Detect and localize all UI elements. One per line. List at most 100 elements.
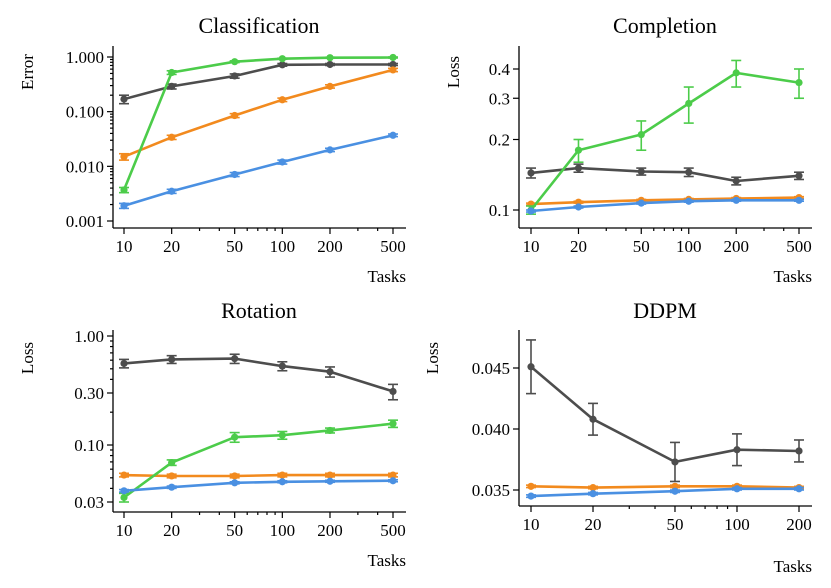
series-line — [123, 479, 394, 493]
data-point — [168, 458, 176, 467]
axis-ticks: 10 20 50 100 200 500 0.03 0.10 0.30 1.00 — [74, 327, 406, 540]
series-line — [123, 357, 394, 393]
data-point — [231, 472, 239, 480]
series-blue — [119, 477, 398, 495]
y-tick-label: 0.1 — [489, 201, 510, 220]
series-line — [123, 134, 394, 208]
y-tick-label: 0.4 — [489, 60, 511, 79]
y-tick-label: 0.10 — [74, 436, 104, 455]
y-tick-label: 1.00 — [74, 327, 104, 346]
data-point — [326, 82, 334, 90]
x-tick-label: 50 — [633, 237, 650, 256]
plot-area — [526, 59, 804, 215]
data-point — [120, 471, 128, 479]
series-line — [530, 166, 800, 183]
series-gray — [119, 353, 398, 401]
data-point — [389, 66, 397, 74]
data-point — [389, 387, 397, 396]
y-tick-label: 0.035 — [472, 481, 510, 500]
data-point — [671, 458, 679, 466]
y-tick-label: 0.100 — [66, 103, 104, 122]
data-point — [732, 69, 740, 77]
data-point — [527, 363, 535, 371]
x-tick-label: 20 — [163, 521, 180, 540]
plot-area — [119, 353, 398, 503]
axis-ticks: 10 20 50 100 200 500 0.1 0.2 0.3 0.4 — [489, 60, 812, 256]
plot-area — [526, 339, 804, 500]
data-point — [389, 131, 397, 139]
x-tick-label: 200 — [723, 237, 749, 256]
data-point — [795, 172, 803, 180]
data-point — [389, 477, 397, 485]
x-tick-label: 10 — [116, 237, 133, 256]
data-point — [527, 207, 535, 215]
x-axis-label: Tasks — [774, 557, 812, 576]
y-axis-label: Loss — [18, 342, 37, 374]
data-point — [795, 78, 803, 87]
series-line — [530, 487, 799, 498]
y-tick-label: 0.045 — [472, 359, 510, 378]
data-point — [120, 153, 128, 161]
x-tick-label: 100 — [676, 237, 702, 256]
data-point — [732, 177, 740, 185]
data-point — [574, 146, 583, 154]
series-green — [526, 59, 804, 215]
data-point — [231, 111, 239, 120]
data-point — [120, 202, 128, 210]
y-tick-label: 0.040 — [472, 420, 510, 439]
y-axis-label: Loss — [444, 56, 463, 88]
data-point — [326, 54, 334, 62]
x-tick-label: 50 — [226, 521, 243, 540]
x-tick-label: 10 — [116, 521, 133, 540]
y-axis-label: Error — [18, 54, 37, 90]
x-tick-label: 10 — [523, 515, 540, 534]
y-tick-label: 1.000 — [66, 48, 104, 67]
data-point — [637, 167, 645, 176]
data-point — [389, 60, 397, 69]
series-line — [530, 365, 800, 464]
data-point — [231, 170, 239, 179]
x-tick-label: 500 — [380, 521, 406, 540]
y-tick-label: 0.03 — [74, 493, 104, 512]
data-point — [231, 72, 239, 80]
data-point — [168, 355, 176, 363]
data-point — [278, 55, 286, 63]
data-point — [168, 483, 176, 491]
series-line — [123, 422, 394, 499]
data-point — [732, 196, 740, 204]
series-green — [119, 419, 398, 503]
chart-title: Classification — [199, 13, 320, 38]
ddpm-panel: DDPM Loss Tasks 10 20 50 100 200 0.035 0.040 0.… — [423, 298, 812, 576]
series-line — [123, 473, 393, 478]
data-point — [589, 415, 597, 423]
series-line — [122, 56, 394, 191]
data-point — [795, 447, 803, 455]
data-point — [168, 68, 176, 77]
x-tick-label: 500 — [786, 237, 812, 256]
data-point — [231, 479, 239, 487]
data-point — [278, 362, 286, 370]
data-point — [231, 355, 239, 363]
chart-title: Completion — [613, 13, 717, 38]
data-point — [168, 187, 176, 195]
rotation-panel: Rotation Loss Tasks 10 20 50 100 200 500 0.03 0… — [18, 298, 406, 570]
x-tick-label: 10 — [523, 237, 540, 256]
data-point — [685, 197, 693, 205]
data-point — [637, 130, 645, 139]
y-tick-label: 0.3 — [489, 89, 510, 108]
data-point — [685, 168, 693, 176]
series-line — [123, 68, 394, 158]
x-tick-label: 500 — [380, 237, 406, 256]
data-point — [326, 477, 334, 485]
series-orange — [119, 471, 398, 480]
data-point — [120, 493, 128, 502]
y-tick-label: 0.010 — [66, 157, 104, 176]
data-point — [389, 53, 397, 62]
x-axis-label: Tasks — [368, 551, 406, 570]
data-point — [733, 485, 741, 493]
data-point — [733, 446, 741, 454]
x-tick-label: 100 — [270, 237, 296, 256]
data-point — [527, 492, 535, 500]
series-gray — [526, 339, 804, 483]
series-line — [530, 199, 799, 213]
